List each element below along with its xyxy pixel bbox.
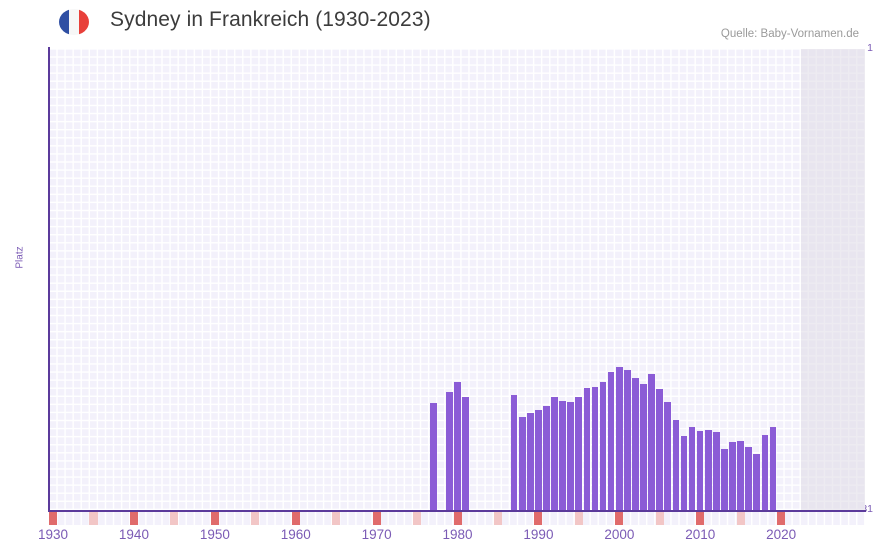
x-axis-line <box>48 510 866 512</box>
x-tick-major <box>534 512 543 525</box>
bar <box>462 397 469 510</box>
x-tick-major <box>49 512 58 525</box>
bar <box>712 432 720 510</box>
y-axis-tick-top: 1 <box>867 42 873 54</box>
x-tick-minor <box>413 512 422 525</box>
bar <box>648 374 655 510</box>
x-axis-label: 2000 <box>604 527 635 542</box>
x-axis-label: 1970 <box>361 527 392 542</box>
bar-series <box>49 49 865 510</box>
x-axis-label: 1990 <box>523 527 554 542</box>
bar <box>704 429 712 510</box>
x-tick-major <box>453 512 462 525</box>
france-flag-icon <box>59 9 89 35</box>
x-axis-label: 1930 <box>38 527 69 542</box>
x-axis-label: 1940 <box>118 527 149 542</box>
bar <box>518 417 526 510</box>
bar <box>656 389 664 510</box>
x-axis-label: 2020 <box>766 527 797 542</box>
x-tick-minor <box>736 512 745 525</box>
x-tick-major <box>777 512 786 525</box>
x-tick-minor <box>574 512 583 525</box>
x-axis-label: 2010 <box>685 527 716 542</box>
x-tick-minor <box>170 512 179 525</box>
bar <box>510 394 518 510</box>
bar <box>753 454 761 510</box>
bar <box>737 440 744 510</box>
bar <box>640 384 647 510</box>
bar <box>575 396 583 510</box>
bar <box>745 447 753 510</box>
bar <box>543 405 550 510</box>
bar <box>583 388 591 510</box>
x-tick-minor <box>493 512 503 525</box>
x-tick-major <box>129 512 138 525</box>
bar <box>615 367 623 510</box>
bar <box>672 419 680 510</box>
bar <box>454 382 461 510</box>
bar <box>696 430 704 510</box>
bar <box>591 386 599 510</box>
bar <box>535 409 542 510</box>
x-tick-major <box>615 512 624 525</box>
x-tick-major <box>696 512 705 525</box>
plot-area <box>49 49 865 510</box>
bar <box>446 392 453 510</box>
x-tick-minor <box>332 512 341 525</box>
bar <box>559 400 566 510</box>
x-axis-tick-band <box>49 512 865 525</box>
x-tick-major <box>372 512 381 525</box>
x-tick-major <box>210 512 219 525</box>
x-axis-label: 1960 <box>280 527 311 542</box>
x-tick-minor <box>655 512 664 525</box>
x-tick-major <box>291 512 300 525</box>
bar <box>429 403 437 510</box>
bar <box>551 397 558 510</box>
source-attribution: Quelle: Baby-Vornamen.de <box>720 28 859 40</box>
bar <box>729 442 736 510</box>
bar <box>761 434 769 510</box>
bar <box>567 401 575 510</box>
y-axis-title: Platz <box>14 246 26 269</box>
no-data-region <box>801 49 865 510</box>
bar <box>688 426 696 510</box>
bar <box>607 372 615 510</box>
page-title: Sydney in Frankreich (1930-2023) <box>110 8 431 31</box>
bar <box>680 435 688 510</box>
y-axis-line <box>48 47 50 512</box>
x-axis-label: 1950 <box>199 527 230 542</box>
x-tick-minor <box>251 512 260 525</box>
bar <box>664 402 672 510</box>
bar <box>769 426 777 510</box>
x-tick-minor <box>89 512 98 525</box>
bar <box>721 449 728 510</box>
bar <box>632 378 639 510</box>
bar <box>623 369 631 510</box>
bar <box>526 413 534 510</box>
x-axis-label: 1980 <box>442 527 473 542</box>
chart-header: Sydney in Frankreich (1930-2023) Quelle:… <box>0 0 873 44</box>
bar <box>599 381 607 510</box>
